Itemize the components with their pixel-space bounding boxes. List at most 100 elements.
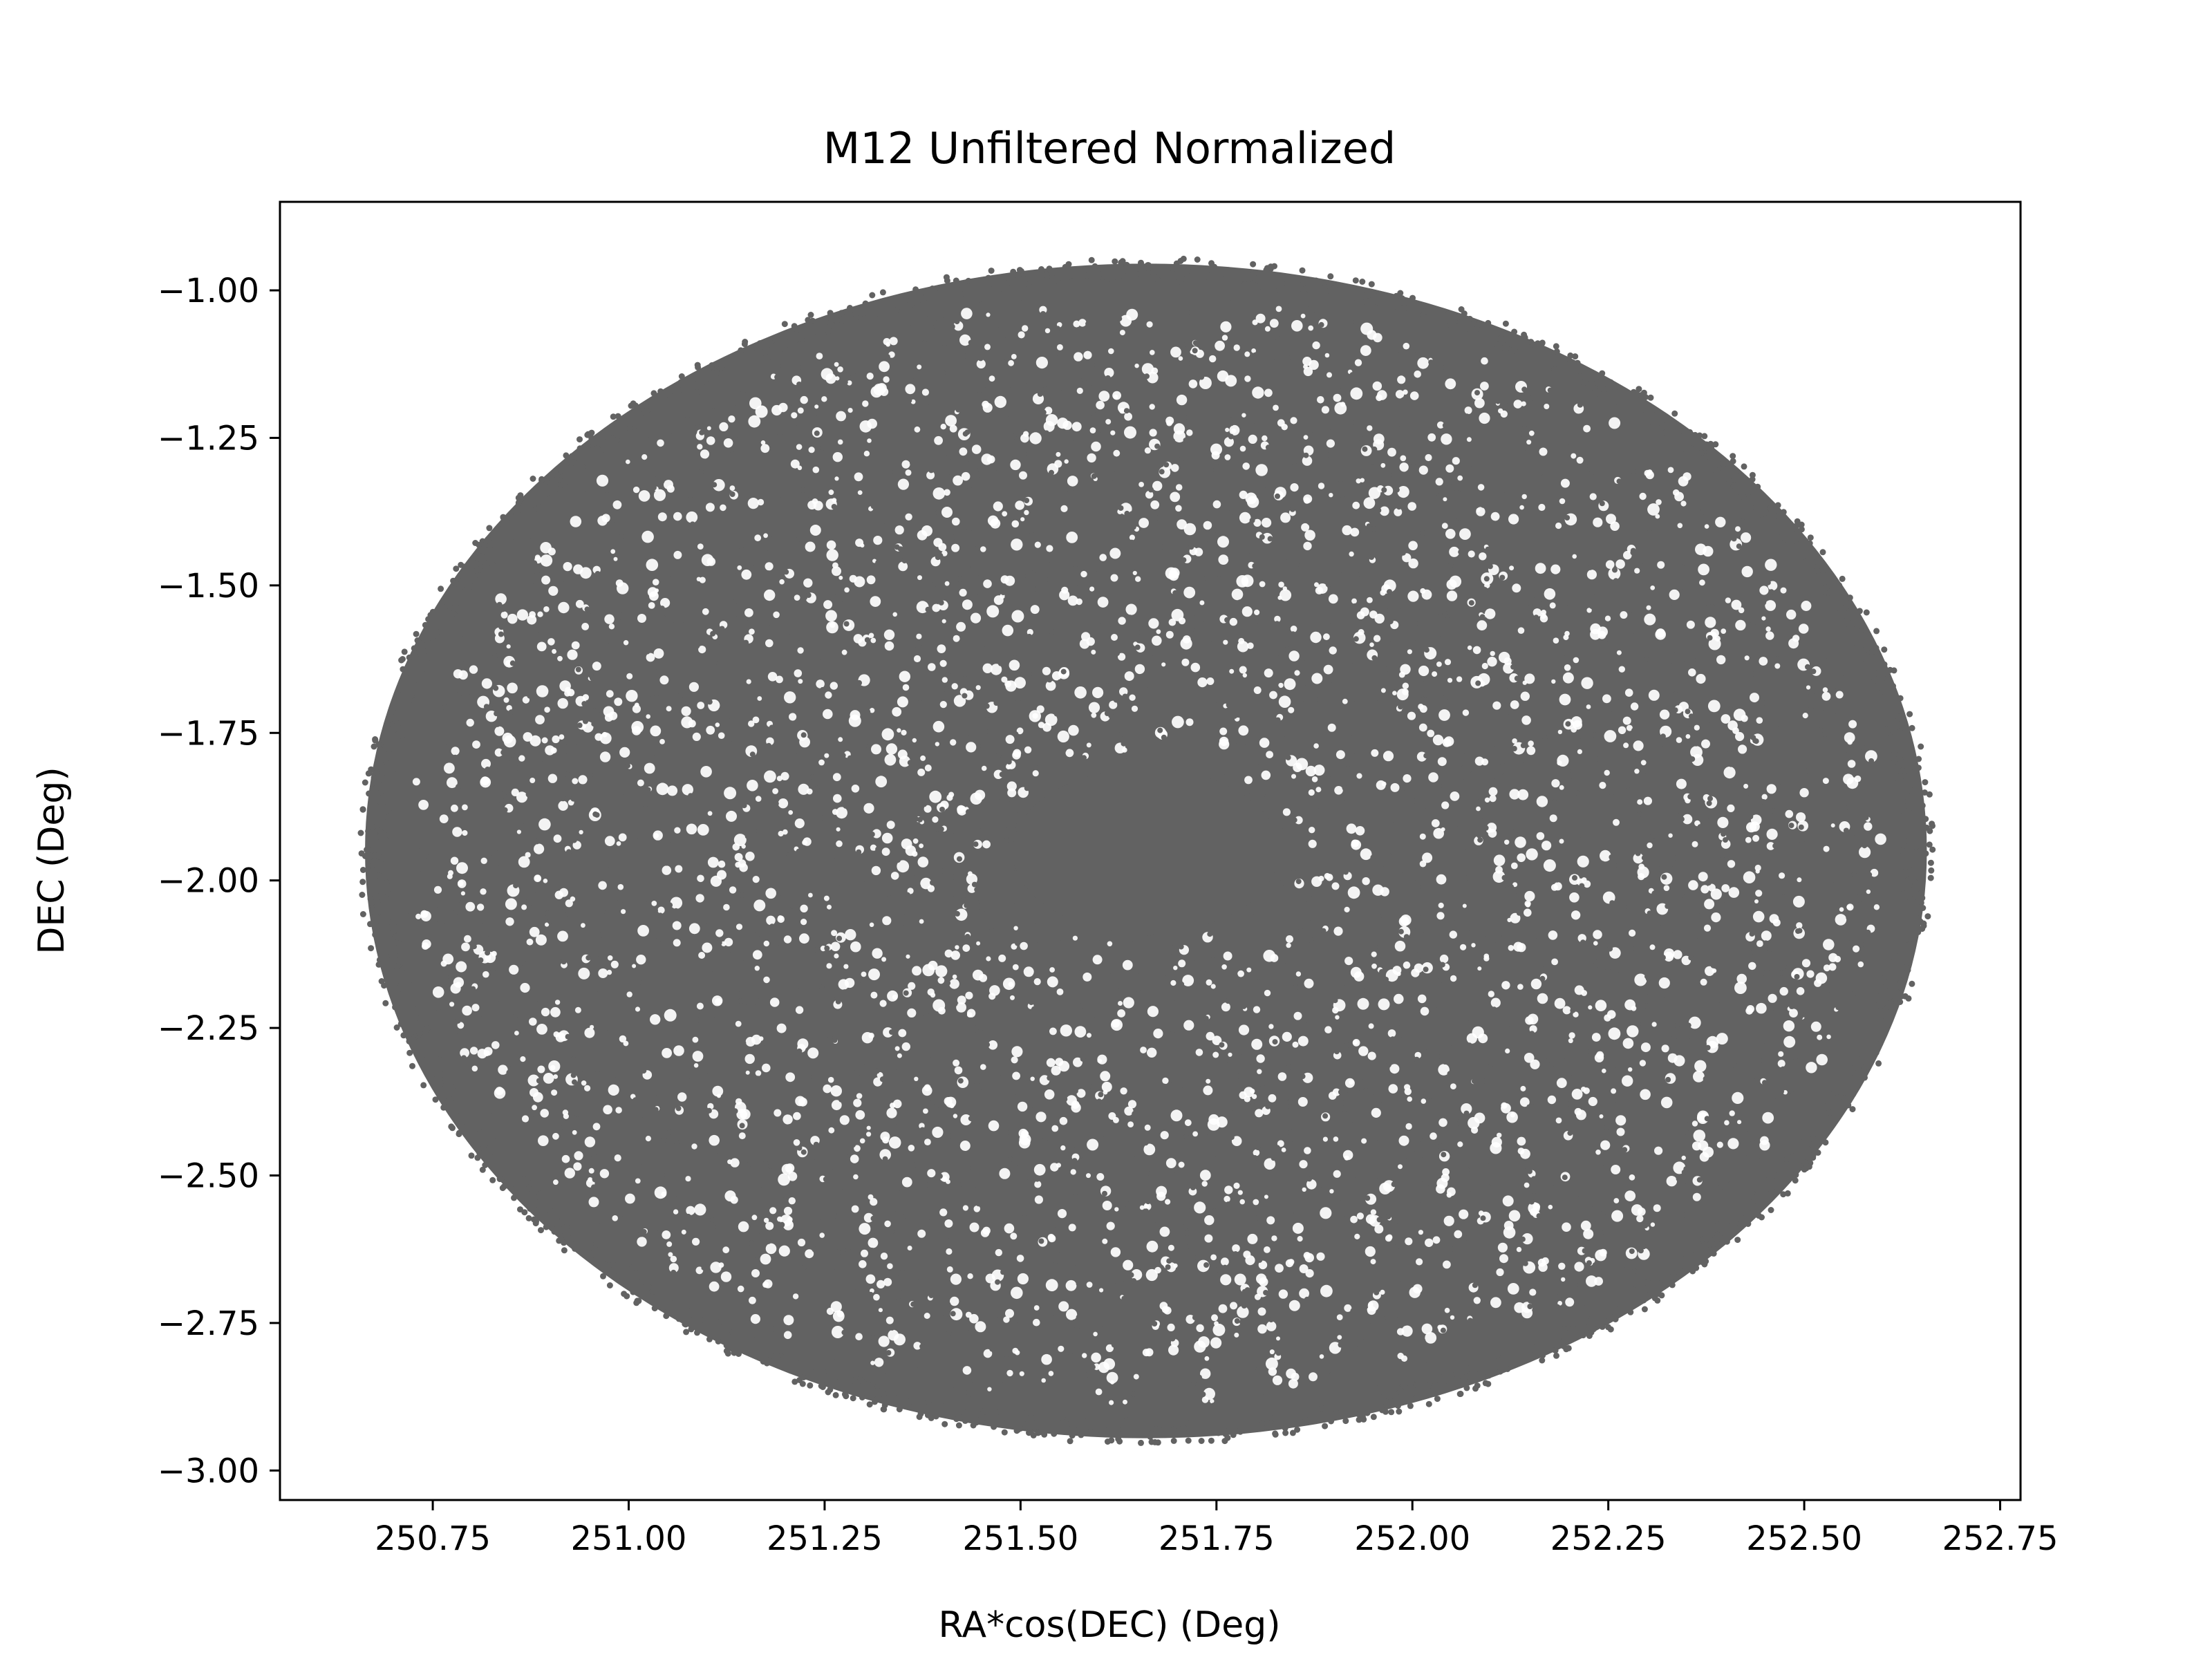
scatter-gap [465,901,476,912]
scatter-point [1553,1342,1559,1349]
scatter-gap [1404,1084,1411,1091]
scatter-point [401,964,408,971]
scatter-point [438,585,444,592]
scatter-point [1843,827,1849,834]
scatter-gap [692,732,701,741]
scatter-point [1366,1318,1372,1324]
scatter-gap [1568,1032,1575,1039]
scatter-point [1024,1416,1031,1423]
scatter-point [1463,1385,1470,1391]
scatter-point [1593,593,1599,599]
scatter-gap [1402,553,1412,563]
scatter-point [389,769,396,776]
scatter-point [1059,279,1066,286]
scatter-point [1683,1166,1689,1172]
scatter-gap [738,1221,749,1232]
scatter-gap [927,1169,936,1178]
scatter-gap [614,1154,621,1162]
scatter-gap [1173,423,1185,435]
scatter-point [1340,492,1346,498]
scatter-gap [957,805,967,816]
scatter-gap [1551,779,1560,788]
scatter-point [885,1371,891,1378]
scatter-point [800,732,807,738]
scatter-gap [1253,686,1262,694]
scatter-point [439,1090,446,1096]
scatter-point [372,737,379,744]
scatter-point [742,1000,748,1006]
scatter-gap [1204,1234,1213,1243]
scatter-point [1607,379,1614,386]
scatter-point [378,787,385,794]
scatter-point [1698,449,1705,456]
scatter-gap [1735,619,1746,631]
scatter-gap [897,728,901,733]
scatter-gap [447,777,458,789]
scatter-gap [1270,954,1279,962]
scatter-gap [1198,1336,1210,1348]
scatter-point [1654,1270,1661,1277]
scatter-gap [675,865,683,873]
scatter-gap [953,635,960,642]
scatter-point [811,947,817,953]
scatter-point [959,283,966,290]
scatter-point [534,627,540,633]
scatter-gap [1335,750,1345,760]
scatter-point [1586,1067,1593,1073]
scatter-gap [1048,1371,1054,1376]
scatter-gap [1276,1336,1280,1341]
scatter-point [1421,804,1427,810]
scatter-gap [1323,664,1333,675]
scatter-point [1709,583,1715,590]
scatter-point [683,1329,690,1335]
scatter-gap [870,596,881,607]
scatter-point [1562,1174,1568,1181]
scatter-point [1396,608,1403,614]
scatter-gap [993,501,1003,512]
scatter-gap [894,525,904,535]
scatter-gap [1254,609,1260,616]
scatter-point [659,606,665,612]
scatter-point [1511,746,1517,751]
scatter-gap [1433,827,1444,839]
scatter-gap [1288,650,1300,662]
scatter-gap [1859,846,1871,859]
scatter-point [810,1159,816,1165]
scatter-point [569,1235,576,1241]
scatter-gap [908,1145,915,1152]
scatter-gap [1331,882,1340,890]
scatter-point [1522,762,1528,768]
scatter-point [1778,784,1784,790]
scatter-point [411,697,418,704]
scatter-point [455,1018,461,1024]
scatter-gap [571,641,580,650]
scatter-gap [1257,1307,1266,1316]
scatter-point [1661,874,1667,880]
scatter-gap [867,418,877,429]
scatter-gap [783,1315,794,1326]
scatter-gap [707,811,713,816]
scatter-point [1257,1257,1263,1263]
scatter-gap [868,632,874,639]
scatter-gap [1281,1147,1286,1152]
scatter-gap [651,901,657,906]
scatter-gap [1779,986,1788,996]
scatter-gap [953,1114,958,1118]
scatter-point [953,277,959,284]
scatter-gap [830,1301,842,1313]
scatter-point [1554,877,1560,883]
scatter-gap [505,659,512,666]
scatter-point [896,1406,903,1413]
scatter-point [1519,346,1526,353]
scatter-gap [1464,406,1472,415]
scatter-gap [922,964,935,977]
scatter-point [526,576,532,582]
scatter-point [1138,630,1145,636]
scatter-point [1847,608,1854,615]
scatter-point [1697,824,1703,830]
scatter-gap [1634,568,1640,574]
scatter-point [666,392,673,399]
scatter-gap [1688,880,1698,890]
scatter-point [508,514,515,521]
scatter-gap [1333,1170,1341,1178]
